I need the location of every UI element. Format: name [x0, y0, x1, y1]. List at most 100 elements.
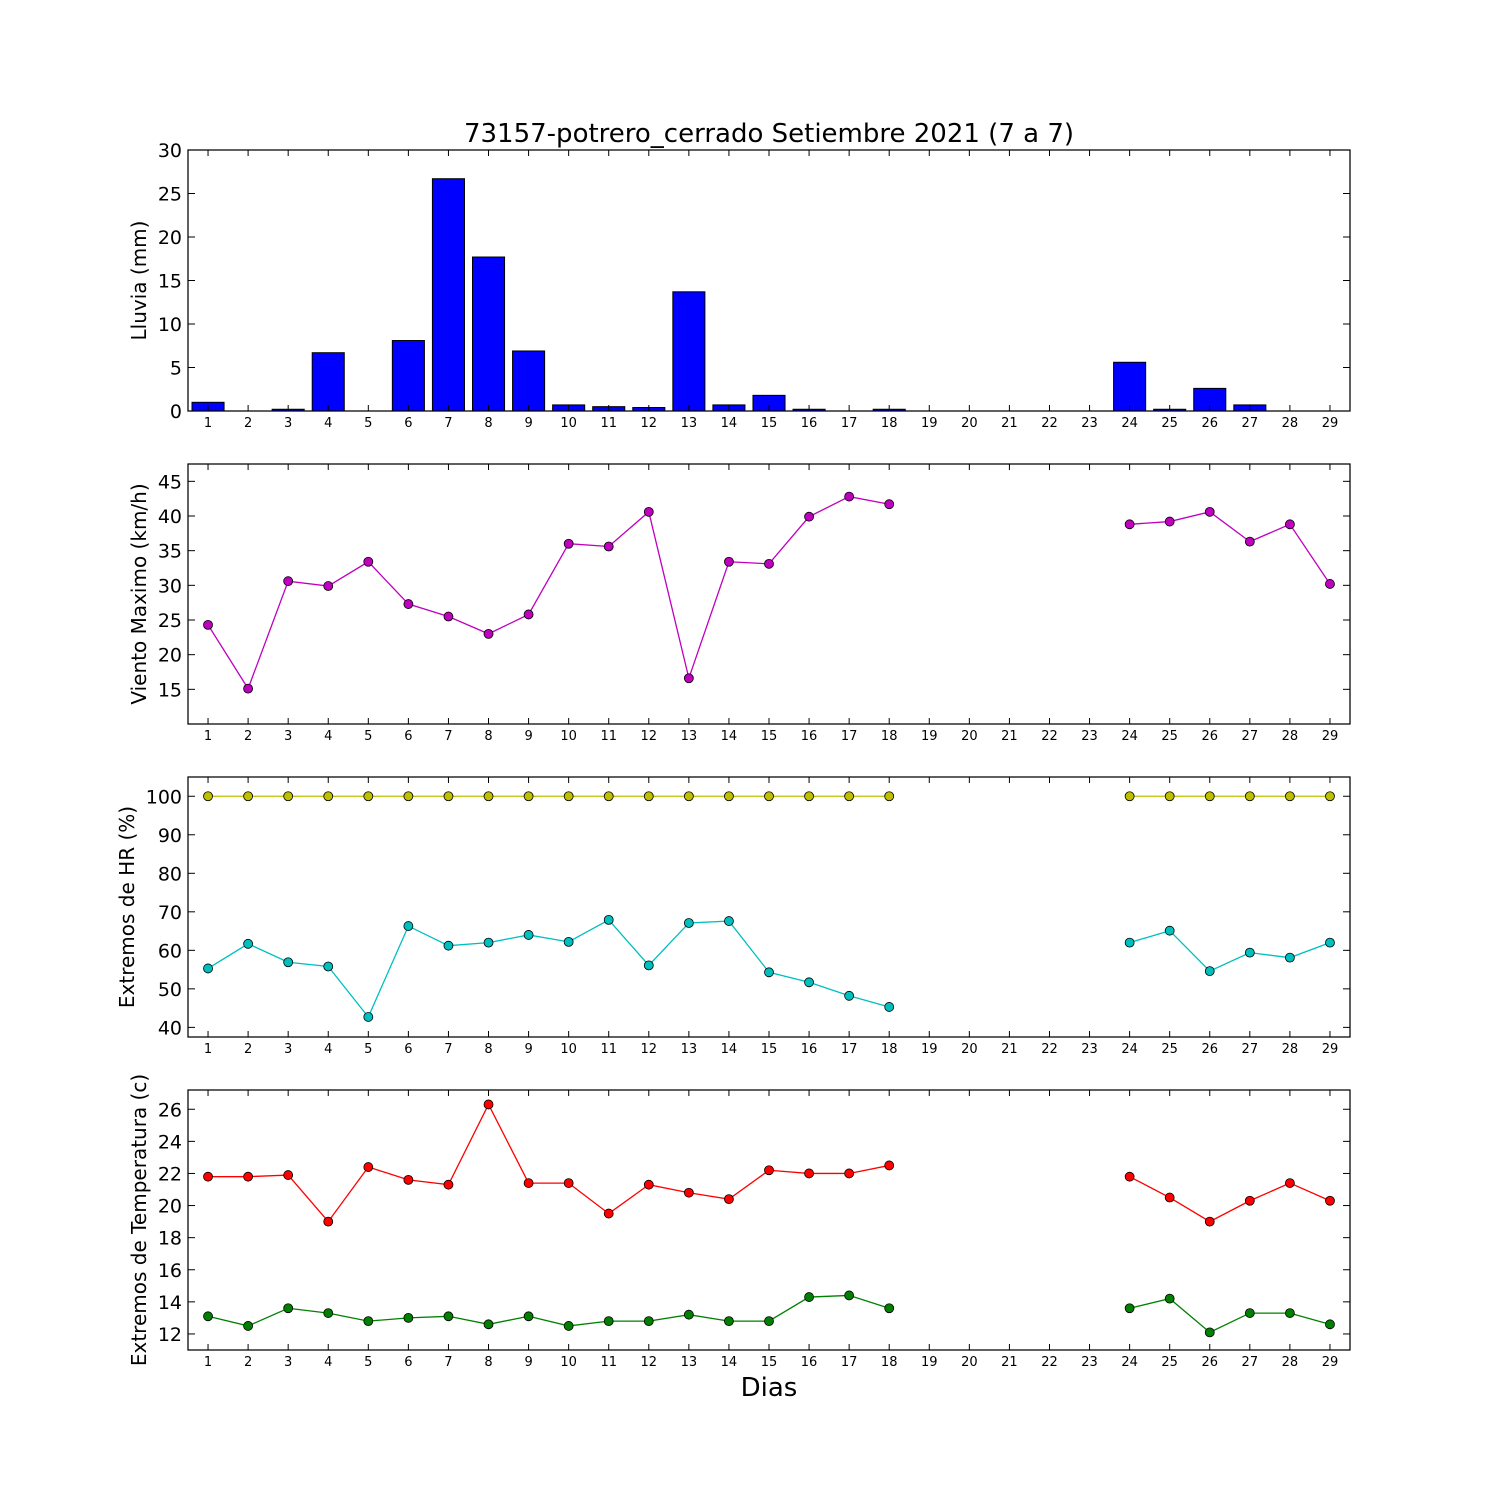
x-tick-label-temperature-6: 6: [404, 1355, 412, 1370]
point-temp-max-day-1: [203, 1171, 213, 1182]
point-hr-min-day-12: [643, 960, 654, 971]
x-tick-label-rain-3: 3: [284, 416, 292, 431]
y-tick-label-temperature-26: 26: [158, 1099, 182, 1121]
point-wind-day-3: [283, 576, 294, 587]
point-hr-max-day-24: [1124, 791, 1135, 802]
point-temp-max-day-13: [683, 1187, 694, 1198]
y-tick-label-wind-25: 25: [158, 610, 182, 632]
point-hr-max-day-18: [884, 791, 895, 802]
point-temp-max-day-2: [243, 1171, 254, 1182]
series-line-temp-max-1: [208, 1102, 890, 1223]
point-wind-day-11: [603, 541, 614, 552]
point-wind-day-6: [403, 599, 414, 609]
x-tick-label-rain-28: 28: [1282, 416, 1299, 431]
x-tick-label-wind-4: 4: [324, 729, 332, 744]
y-tick-label-wind-40: 40: [158, 506, 182, 528]
point-temp-min-day-5: [363, 1316, 374, 1327]
x-tick-label-rain-19: 19: [921, 416, 938, 431]
x-tick-label-humidity-7: 7: [444, 1042, 452, 1057]
y-tick-label-wind-20: 20: [158, 645, 182, 667]
point-temp-min-day-26: [1204, 1327, 1215, 1338]
bar-day-8: [471, 256, 506, 412]
point-temp-min-day-12: [643, 1316, 654, 1327]
x-tick-label-humidity-22: 22: [1041, 1042, 1058, 1057]
x-tick-label-humidity-27: 27: [1242, 1042, 1259, 1057]
point-temp-max-day-28: [1285, 1178, 1295, 1188]
x-tick-label-temperature-14: 14: [721, 1355, 738, 1370]
series-hr-min: [203, 915, 1335, 1022]
point-hr-min-day-8: [483, 937, 494, 948]
x-tick-label-wind-17: 17: [841, 729, 858, 744]
x-tick-label-rain-4: 4: [324, 416, 332, 431]
x-tick-label-temperature-16: 16: [801, 1355, 818, 1370]
y-tick-label-humidity-70: 70: [158, 902, 182, 924]
y-tick-label-temperature-14: 14: [158, 1292, 182, 1314]
x-tick-label-rain-11: 11: [600, 416, 617, 431]
x-tick-label-wind-14: 14: [721, 729, 738, 744]
point-hr-max-day-13: [683, 791, 694, 802]
x-tick-label-wind-12: 12: [641, 729, 658, 744]
x-tick-label-wind-10: 10: [560, 729, 577, 744]
point-hr-min-day-24: [1124, 937, 1135, 948]
series-line-temp-min-1: [207, 1294, 890, 1327]
point-wind-day-10: [563, 538, 574, 549]
x-tick-label-wind-5: 5: [364, 729, 372, 744]
x-tick-label-rain-2: 2: [244, 416, 252, 431]
point-temp-max-day-25: [1164, 1192, 1175, 1203]
point-wind-day-1: [203, 619, 213, 630]
bar-day-13: [672, 291, 706, 412]
x-tick-label-wind-8: 8: [484, 729, 492, 744]
x-tick-label-humidity-12: 12: [641, 1042, 658, 1057]
panel-wind: 1 2 3 4 5 6 7 8 9 10 11 12 13 14 15 16 17 18 19 20 21 22 23 24 2…: [127, 463, 1351, 744]
bar-day-7: [431, 178, 465, 412]
x-tick-label-humidity-14: 14: [721, 1042, 738, 1057]
x-tick-label-humidity-24: 24: [1121, 1042, 1138, 1057]
x-tick-label-temperature-4: 4: [324, 1355, 332, 1370]
x-tick-label-temperature-10: 10: [560, 1355, 577, 1370]
point-wind-day-7: [443, 611, 454, 622]
x-tick-label-temperature-9: 9: [524, 1355, 532, 1370]
point-wind-day-25: [1164, 516, 1175, 527]
panels: 1 2 3 4 5 6 7 8 9 10 11 12 13 14 15 16 17 18 19 20 21 22 23 24 2…: [115, 140, 1351, 1370]
x-tick-label-wind-28: 28: [1282, 729, 1299, 744]
x-tick-label-wind-21: 21: [1001, 729, 1018, 744]
point-wind-day-16: [804, 511, 814, 522]
point-hr-max-day-14: [724, 791, 734, 802]
y-tick-label-temperature-18: 18: [158, 1228, 182, 1250]
x-tick-label-rain-26: 26: [1201, 416, 1218, 431]
x-tick-label-rain-17: 17: [841, 416, 858, 431]
y-tick-label-rain-0: 0: [170, 401, 182, 423]
point-temp-min-day-6: [403, 1313, 414, 1323]
point-hr-max-day-11: [603, 791, 614, 802]
point-temp-min-day-27: [1244, 1308, 1255, 1318]
series-line-temp-min-2: [1129, 1297, 1331, 1334]
point-wind-day-29: [1325, 579, 1335, 589]
x-tick-label-humidity-16: 16: [801, 1042, 818, 1057]
x-tick-label-temperature-13: 13: [681, 1355, 698, 1370]
point-wind-day-5: [363, 556, 374, 567]
point-temp-max-day-9: [523, 1178, 534, 1188]
point-wind-day-26: [1204, 506, 1215, 517]
x-tick-label-wind-6: 6: [404, 729, 412, 744]
point-temp-min-day-2: [243, 1321, 254, 1331]
x-tick-label-wind-7: 7: [444, 729, 452, 744]
x-tick-label-temperature-3: 3: [284, 1355, 292, 1370]
point-hr-max-day-29: [1325, 791, 1335, 802]
chart-title: 73157-potrero_cerrado Setiembre 2021 (7 …: [464, 119, 1074, 149]
x-tick-label-temperature-22: 22: [1041, 1355, 1058, 1370]
x-tick-label-humidity-17: 17: [841, 1042, 858, 1057]
y-tick-label-rain-30: 30: [158, 140, 182, 162]
y-tick-label-temperature-20: 20: [158, 1196, 182, 1218]
x-tick-label-wind-24: 24: [1121, 729, 1138, 744]
point-temp-min-day-9: [523, 1311, 534, 1322]
point-hr-min-day-14: [724, 916, 734, 926]
x-tick-label-wind-9: 9: [524, 729, 532, 744]
point-hr-min-day-28: [1285, 952, 1295, 963]
y-tick-label-temperature-24: 24: [158, 1131, 182, 1153]
point-hr-min-day-13: [683, 918, 694, 928]
x-tick-label-rain-5: 5: [364, 416, 372, 431]
point-temp-min-day-4: [323, 1308, 334, 1318]
point-wind-day-15: [764, 558, 774, 569]
point-temp-max-day-15: [764, 1165, 774, 1176]
point-temp-min-day-28: [1285, 1308, 1295, 1318]
